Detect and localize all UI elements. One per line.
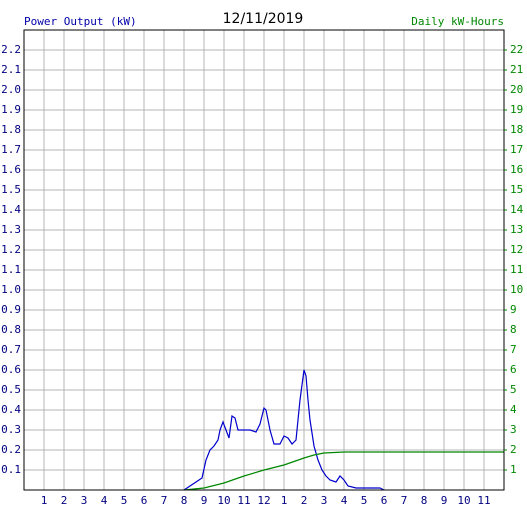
y2-tick-label: 11 xyxy=(510,263,523,276)
y2-tick-label: 2 xyxy=(510,443,517,456)
x-tick-label: 10 xyxy=(457,494,470,507)
y-tick-label: 0.8 xyxy=(1,323,21,336)
x-tick-label: 1 xyxy=(41,494,48,507)
x-tick-label: 6 xyxy=(381,494,388,507)
y2-tick-label: 22 xyxy=(510,43,523,56)
series-line xyxy=(183,451,504,491)
y2-tick-label: 9 xyxy=(510,303,517,316)
y-tick-label: 0.9 xyxy=(1,303,21,316)
x-tick-label: 11 xyxy=(477,494,490,507)
y2-tick-label: 4 xyxy=(510,403,517,416)
x-tick-label: 4 xyxy=(101,494,108,507)
y2-tick-label: 13 xyxy=(510,223,523,236)
y-tick-label: 1.8 xyxy=(1,123,21,136)
x-tick-label: 9 xyxy=(201,494,208,507)
y2-tick-label: 5 xyxy=(510,383,517,396)
x-tick-label: 3 xyxy=(81,494,88,507)
marks xyxy=(183,369,504,491)
y-axis-label: Power Output (kW) xyxy=(24,15,137,28)
y-tick-label: 2.1 xyxy=(1,63,21,76)
x-tick-label: 6 xyxy=(141,494,148,507)
chart-title: 12/11/2019 xyxy=(223,11,304,27)
y2-tick-label: 10 xyxy=(510,283,523,296)
x-tick-label: 2 xyxy=(301,494,308,507)
y2-tick-label: 8 xyxy=(510,323,517,336)
y-tick-label: 0.4 xyxy=(1,403,21,416)
y2-tick-label: 6 xyxy=(510,363,517,376)
x-tick-label: 11 xyxy=(237,494,250,507)
y2-tick-label: 19 xyxy=(510,103,523,116)
y2-tick-label: 18 xyxy=(510,123,523,136)
plot-border xyxy=(23,29,505,491)
x-tick-label: 8 xyxy=(421,494,428,507)
y-tick-label: 1.4 xyxy=(1,203,21,216)
y-tick-label: 1.3 xyxy=(1,223,21,236)
x-tick-label: 2 xyxy=(61,494,68,507)
y-tick-label: 0.2 xyxy=(1,443,21,456)
y-tick-label: 1.1 xyxy=(1,263,21,276)
y2-axis-label: Daily kW-Hours xyxy=(411,15,504,28)
y2-tick-label: 14 xyxy=(510,203,524,216)
y-tick-label: 0.1 xyxy=(1,463,21,476)
y2-tick-label: 16 xyxy=(510,163,523,176)
y-tick-label: 2.2 xyxy=(1,43,21,56)
y-tick-label: 2.0 xyxy=(1,83,21,96)
x-tick-label: 3 xyxy=(321,494,328,507)
y-tick-label: 1.6 xyxy=(1,163,21,176)
x-tick-label: 5 xyxy=(361,494,368,507)
y2-tick-label: 7 xyxy=(510,343,517,356)
x-tick-label: 1 xyxy=(281,494,288,507)
y-tick-label: 0.7 xyxy=(1,343,21,356)
y2-tick-label: 20 xyxy=(510,83,523,96)
x-tick-label: 12 xyxy=(257,494,270,507)
x-tick-label: 5 xyxy=(121,494,128,507)
y2-tick-label: 15 xyxy=(510,183,523,196)
y2-tick-label: 3 xyxy=(510,423,517,436)
series-line xyxy=(183,369,385,491)
y-tick-label: 0.5 xyxy=(1,383,21,396)
x-tick-label: 9 xyxy=(441,494,448,507)
x-tick-label: 10 xyxy=(217,494,230,507)
y-tick-label: 0.6 xyxy=(1,363,21,376)
y-tick-label: 0.3 xyxy=(1,423,21,436)
y-tick-label: 1.9 xyxy=(1,103,21,116)
x-tick-label: 4 xyxy=(341,494,348,507)
y-tick-label: 1.5 xyxy=(1,183,21,196)
x-tick-label: 8 xyxy=(181,494,188,507)
y-tick-label: 1.2 xyxy=(1,243,21,256)
y-tick-label: 1.7 xyxy=(1,143,21,156)
y-tick-label: 1.0 xyxy=(1,283,21,296)
x-tick-label: 7 xyxy=(401,494,408,507)
y2-tick-label: 17 xyxy=(510,143,523,156)
grid xyxy=(24,30,504,490)
y2-tick-label: 21 xyxy=(510,63,523,76)
x-tick-label: 7 xyxy=(161,494,168,507)
y2-tick-label: 12 xyxy=(510,243,523,256)
y2-tick-label: 1 xyxy=(510,463,517,476)
